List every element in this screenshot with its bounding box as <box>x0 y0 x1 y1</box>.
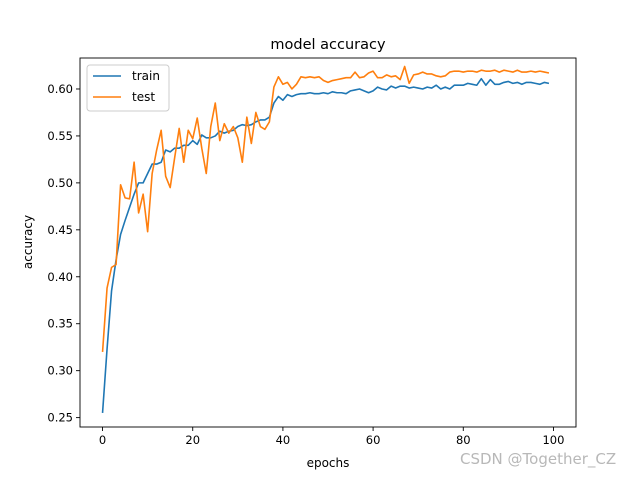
y-tick-label: 0.25 <box>47 411 73 425</box>
y-tick-label: 0.60 <box>47 82 73 96</box>
y-tick-label: 0.35 <box>47 317 73 331</box>
y-tick-label: 0.40 <box>47 270 73 284</box>
legend: train test <box>86 64 170 112</box>
x-tick-label: 40 <box>276 433 291 447</box>
series-line-train <box>101 77 550 413</box>
x-tick-label: 100 <box>542 433 564 447</box>
x-tick-label: 80 <box>456 433 471 447</box>
x-tick-label: 20 <box>185 433 200 447</box>
y-tick-label: 0.45 <box>47 223 73 237</box>
legend-label-train: train <box>132 69 160 83</box>
x-tick-label: 0 <box>99 433 106 447</box>
x-axis-ticks: 0 20 40 60 80 100 <box>99 427 564 447</box>
y-tick-label: 0.50 <box>47 176 73 190</box>
plot-frame <box>79 57 577 428</box>
series-line-test <box>101 65 550 352</box>
y-tick-label: 0.55 <box>47 129 73 143</box>
x-axis-label: epochs <box>307 456 350 470</box>
y-axis-label: accuracy <box>21 215 35 269</box>
legend-label-test: test <box>132 90 155 104</box>
y-tick-label: 0.30 <box>47 364 73 378</box>
chart-title: model accuracy <box>270 37 386 53</box>
series-layer <box>101 65 550 413</box>
watermark: CSDN @Together_CZ <box>460 450 617 468</box>
x-tick-label: 60 <box>366 433 381 447</box>
y-axis-ticks: 0.25 0.30 0.35 0.40 0.45 0.50 0.55 0.60 <box>47 82 80 425</box>
